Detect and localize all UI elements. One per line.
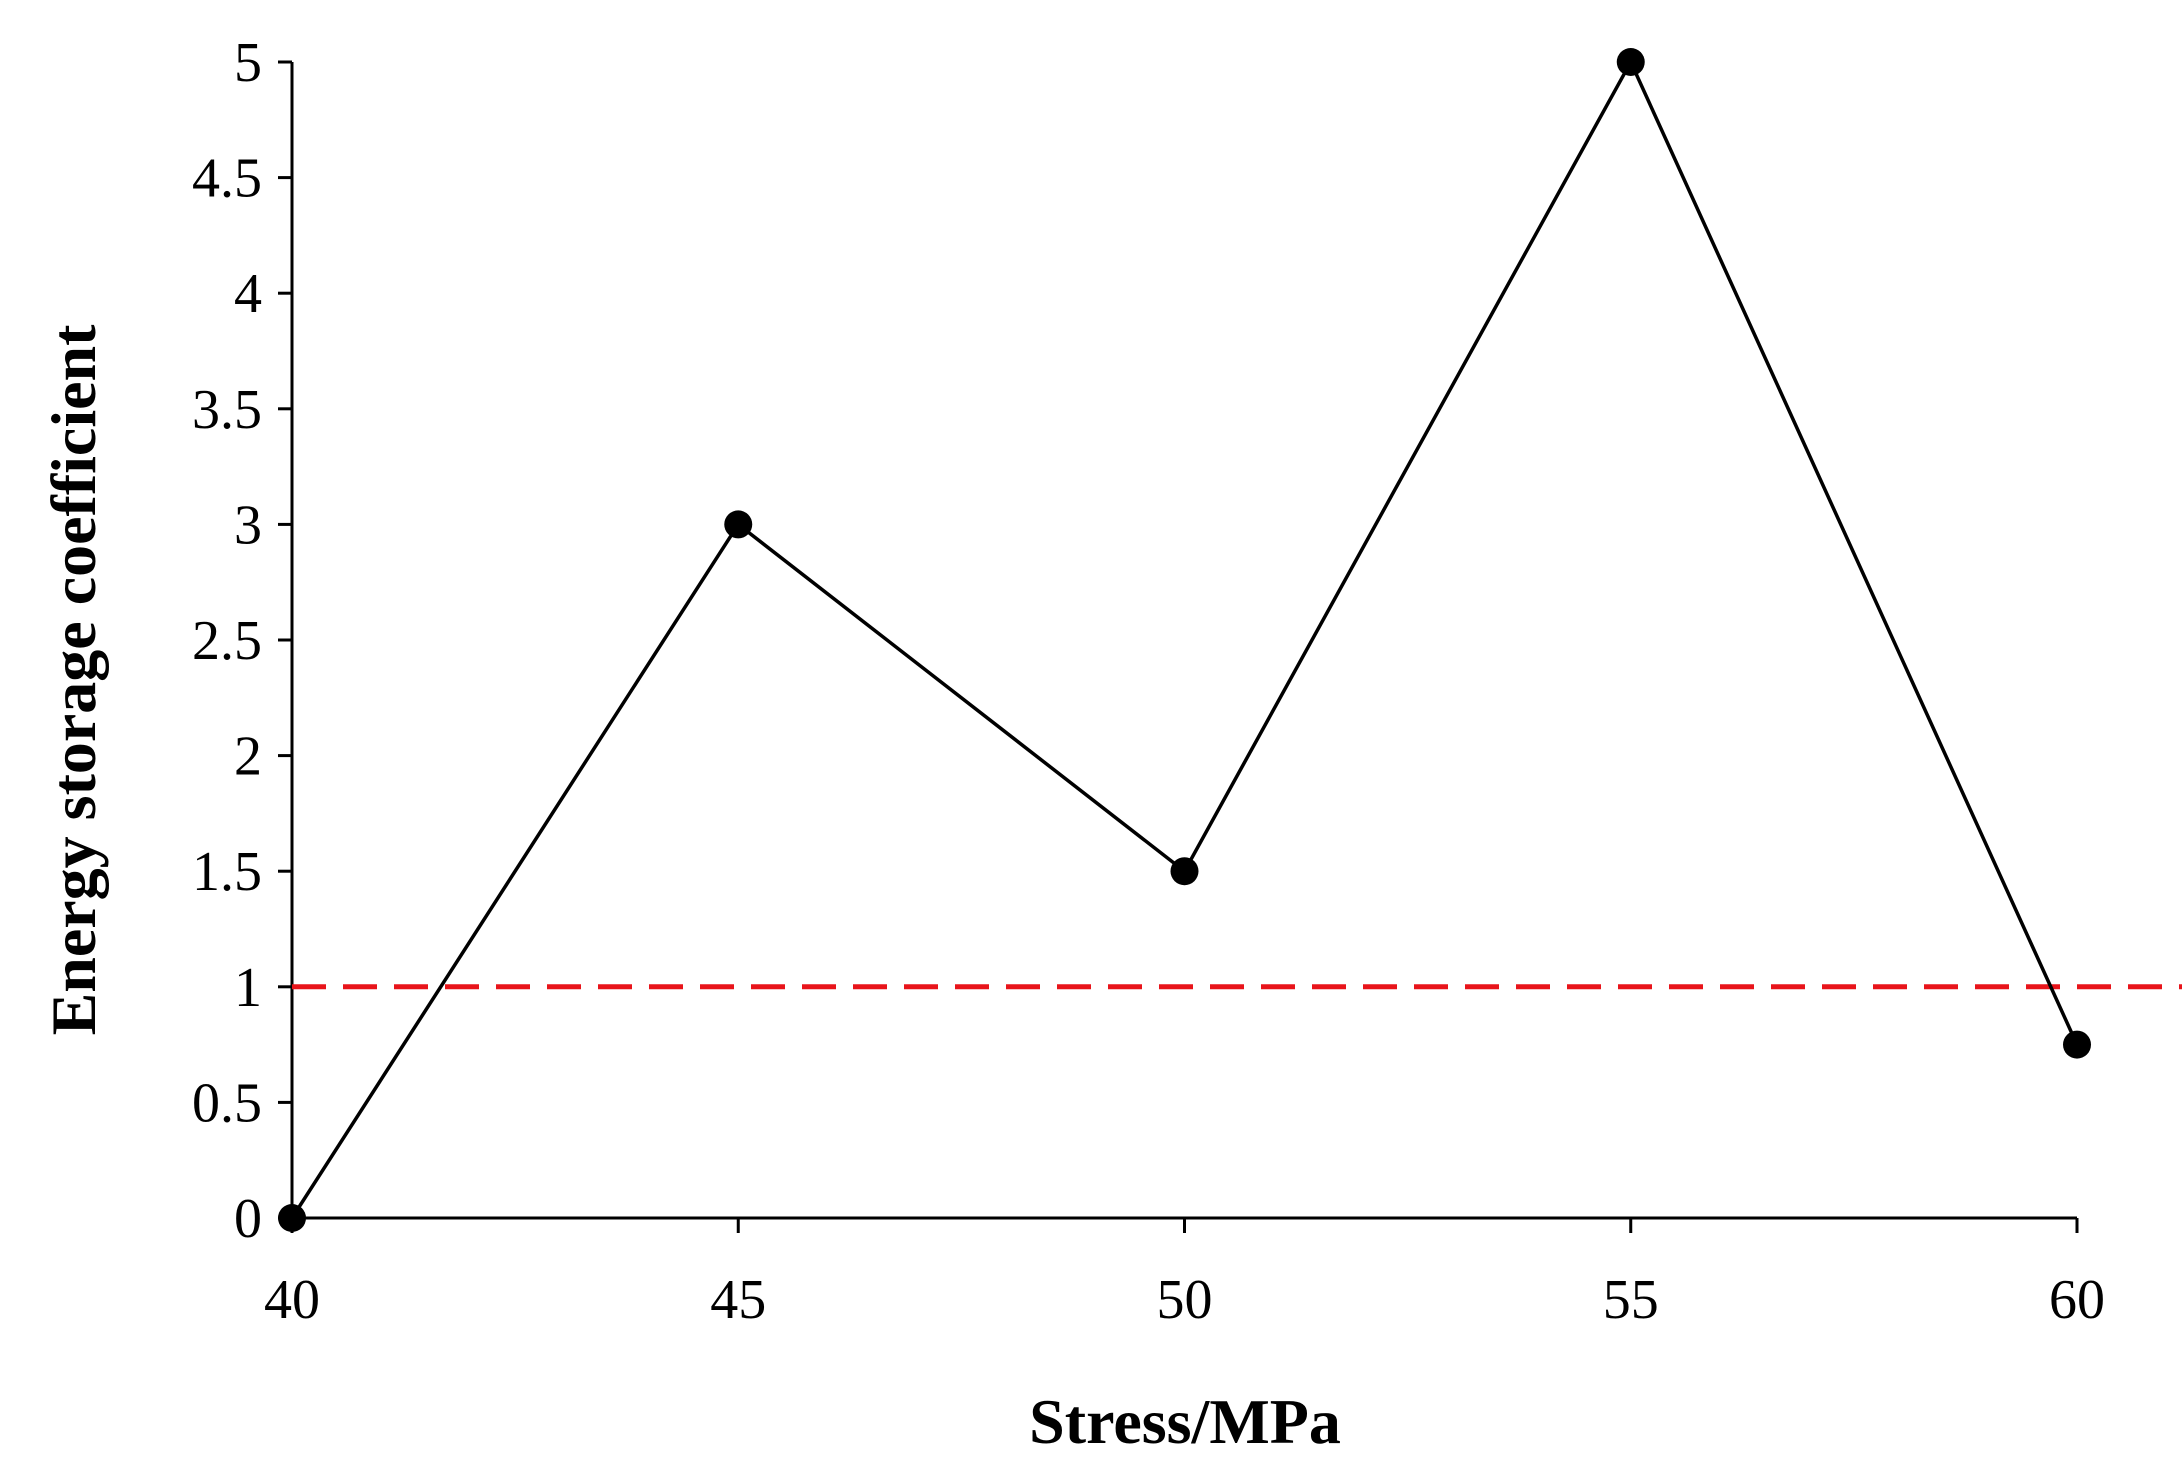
data-point	[2063, 1030, 2091, 1059]
y-tick-label: 2	[234, 726, 262, 788]
y-tick-label: 3.5	[192, 379, 262, 441]
series-group	[278, 48, 2091, 1232]
y-tick-label: 1	[234, 957, 262, 1019]
series-line	[290, 58, 2079, 1219]
x-tick-label: 55	[1603, 1269, 1659, 1331]
y-tick-label: 3	[234, 494, 262, 556]
data-point	[1170, 857, 1199, 886]
y-tick-label: 4.5	[192, 148, 262, 210]
x-tick-label: 40	[264, 1269, 320, 1331]
data-point	[278, 1204, 306, 1232]
y-tick-label: 5	[234, 32, 262, 94]
y-tick-label: 2.5	[192, 610, 262, 672]
x-tick-label: 50	[1157, 1269, 1213, 1331]
axes	[290, 62, 2077, 1220]
y-axis-ticks: 0 0.5 1 1.5 2 2.5 3 3.5 4 4.5 5	[192, 32, 292, 1250]
data-point	[1616, 48, 1645, 76]
data-point	[724, 510, 753, 539]
x-tick-label: 60	[2049, 1269, 2105, 1331]
y-tick-label: 1.5	[192, 841, 262, 903]
x-axis-ticks: 40 45 50 55 60	[264, 1218, 2105, 1331]
y-tick-label: 0	[234, 1188, 262, 1250]
x-axis-title: Stress/MPa	[1029, 1386, 1341, 1457]
x-tick-label: 45	[710, 1269, 766, 1331]
y-tick-label: 4	[234, 263, 262, 325]
y-axis-title: Energy storage coefficient	[38, 324, 109, 1036]
y-tick-label: 0.5	[192, 1072, 262, 1134]
